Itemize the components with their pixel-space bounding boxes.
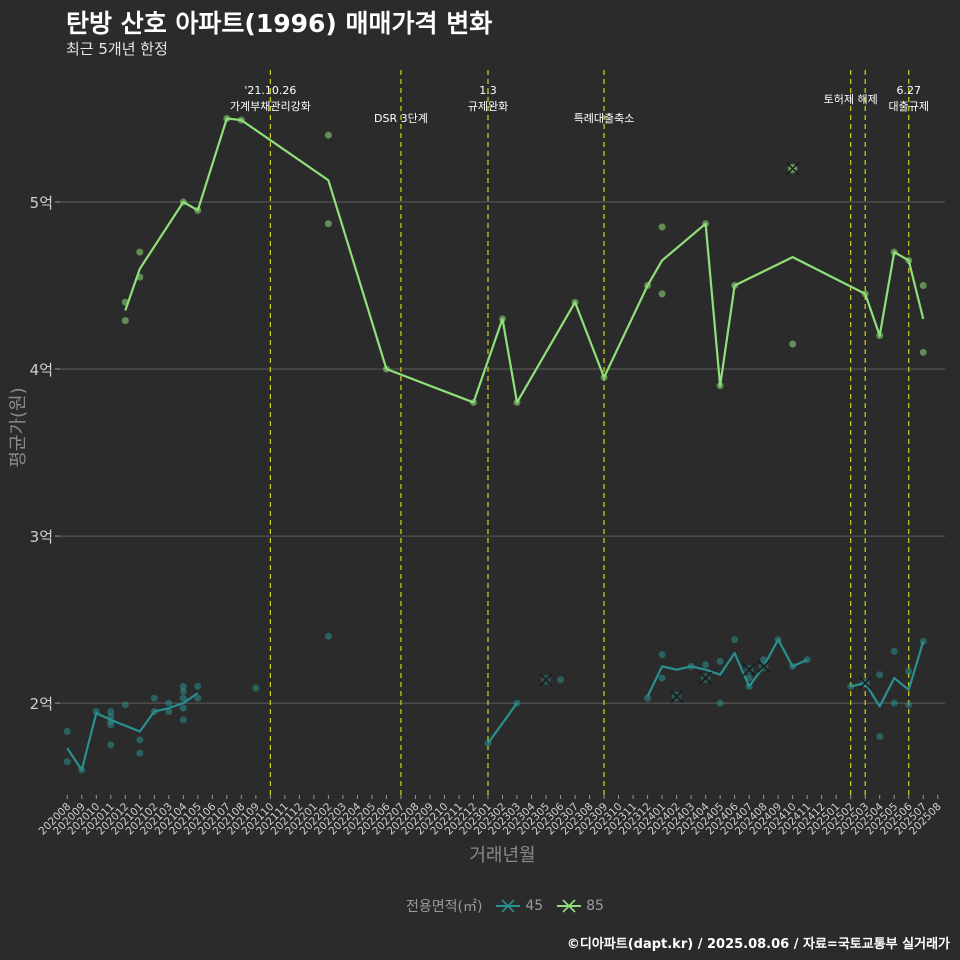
- trade-point-45: [905, 667, 913, 675]
- trade-point-45: [136, 736, 144, 744]
- legend-title: 전용면적(㎡): [406, 899, 483, 915]
- event-label: 1.3: [479, 84, 497, 97]
- cancelled-mark-45: [742, 663, 756, 677]
- legend-item-45: 45: [495, 898, 543, 914]
- trade-point-45: [324, 632, 332, 640]
- trade-point-45: [165, 699, 173, 707]
- event-label: '21.10.26: [244, 84, 296, 97]
- source-caption: ©디아파트(dapt.kr) / 2025.08.06 / 자료=국토교통부 실…: [566, 937, 950, 952]
- trade-point-45: [658, 651, 666, 659]
- avg-line-45: [850, 641, 925, 708]
- legend-label-85: 85: [586, 898, 604, 914]
- legend-label-45: 45: [525, 898, 544, 914]
- legend-item-85: 85: [556, 898, 604, 914]
- grid-layer: [60, 201, 945, 704]
- event-label: 특례대출축소: [574, 112, 635, 125]
- trade-point-45: [194, 694, 202, 702]
- cancelled-mark-45: [757, 659, 771, 673]
- chart-title: 탄방 산호 아파트(1996) 매매가격 변화: [66, 9, 493, 38]
- y-tick-label: 3억: [30, 528, 53, 546]
- trade-point-45: [876, 733, 884, 741]
- avg-line-85: [124, 117, 925, 404]
- y-axis-title: 평균가(원): [8, 387, 29, 467]
- avg-line-45: [646, 638, 808, 697]
- axis-layer: 2억3억4억5억20200820200920201020201120201220…: [8, 194, 944, 866]
- trade-point-85: [324, 220, 332, 228]
- trade-point-45: [658, 674, 666, 682]
- event-label: DSR 3단계: [374, 112, 428, 125]
- y-tick-label: 4억: [30, 361, 53, 379]
- chart-subtitle: 최근 5개년 한정: [66, 40, 168, 58]
- trade-point-85: [136, 248, 144, 256]
- trade-point-85: [919, 282, 927, 290]
- trade-point-85: [658, 290, 666, 298]
- trade-point-45: [179, 694, 187, 702]
- trade-point-45: [150, 694, 158, 702]
- trade-point-85: [324, 131, 332, 139]
- trade-point-45: [165, 707, 173, 715]
- trade-point-45: [179, 687, 187, 695]
- cancelled-mark-45: [858, 676, 872, 690]
- event-label: 토허제 해제: [824, 92, 878, 106]
- trade-point-45: [876, 671, 884, 679]
- trade-point-45: [252, 684, 260, 692]
- trade-point-45: [107, 721, 115, 729]
- trade-point-45: [194, 682, 202, 690]
- series-layer: [63, 114, 927, 774]
- trade-point-45: [557, 676, 565, 684]
- trade-point-45: [905, 701, 913, 709]
- avg-line-45: [487, 702, 518, 744]
- trade-point-45: [702, 661, 710, 669]
- trade-point-45: [716, 699, 724, 707]
- trade-point-45: [716, 657, 724, 665]
- avg-line-45: [66, 692, 199, 772]
- cancelled-mark-45: [670, 689, 684, 703]
- y-tick-label: 2억: [30, 695, 53, 713]
- trade-point-45: [107, 707, 115, 715]
- trade-point-45: [63, 758, 71, 766]
- trade-point-45: [107, 741, 115, 749]
- trade-point-85: [658, 223, 666, 231]
- trade-point-45: [644, 694, 652, 702]
- event-label: 6.27: [896, 84, 921, 97]
- x-axis-title: 거래년월: [469, 845, 535, 866]
- trade-point-85: [789, 340, 797, 348]
- trade-point-45: [179, 716, 187, 724]
- trade-point-45: [890, 647, 898, 655]
- trade-point-45: [890, 699, 898, 707]
- legend-swatch-85: [556, 899, 581, 913]
- cancelled-mark-85: [786, 162, 800, 176]
- trade-point-45: [121, 701, 129, 709]
- trade-point-45: [63, 728, 71, 736]
- trade-point-45: [731, 636, 739, 644]
- trade-point-45: [179, 682, 187, 690]
- legend-swatch-45: [495, 899, 520, 913]
- trade-point-85: [121, 317, 129, 325]
- legend: 전용면적(㎡) 45 85: [0, 896, 960, 916]
- trade-point-45: [136, 749, 144, 757]
- event-label: 대출규제: [888, 100, 928, 113]
- event-label: 가계부채관리강화: [230, 100, 311, 113]
- y-tick-label: 5억: [30, 194, 53, 212]
- event-label: 규제완화: [468, 100, 508, 113]
- trade-point-85: [919, 348, 927, 356]
- trade-point-45: [179, 704, 187, 712]
- cancelled-mark-45: [699, 671, 713, 685]
- cancelled-mark-45: [539, 673, 553, 687]
